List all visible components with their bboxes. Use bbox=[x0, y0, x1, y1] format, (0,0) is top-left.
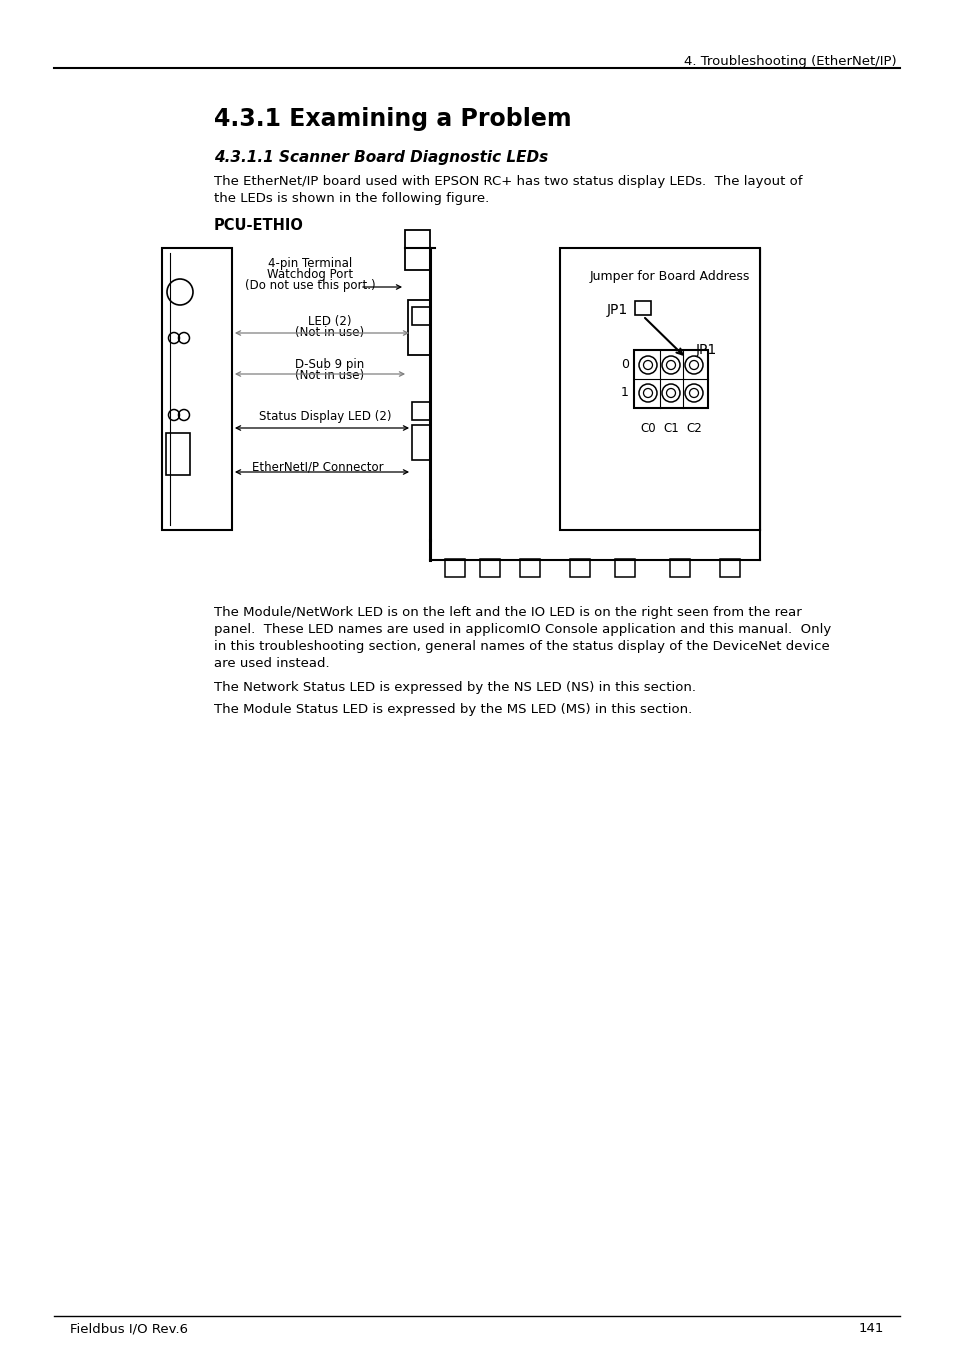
Text: The EtherNet/IP board used with EPSON RC+ has two status display LEDs.  The layo: The EtherNet/IP board used with EPSON RC… bbox=[213, 176, 801, 188]
Bar bbox=[162, 249, 232, 530]
Text: C0: C0 bbox=[639, 422, 655, 435]
Text: Status Display LED (2): Status Display LED (2) bbox=[258, 409, 391, 423]
Text: Jumper for Board Address: Jumper for Board Address bbox=[589, 270, 749, 282]
Text: are used instead.: are used instead. bbox=[213, 657, 330, 670]
Text: The Network Status LED is expressed by the NS LED (NS) in this section.: The Network Status LED is expressed by t… bbox=[213, 681, 696, 694]
Bar bbox=[615, 559, 635, 577]
Bar bbox=[408, 300, 430, 355]
Text: Watchdog Port: Watchdog Port bbox=[267, 267, 353, 281]
Text: PCU-ETHIO: PCU-ETHIO bbox=[213, 218, 304, 232]
Text: (Not in use): (Not in use) bbox=[295, 369, 364, 382]
Text: (Not in use): (Not in use) bbox=[295, 326, 364, 339]
Bar bbox=[412, 426, 430, 459]
Bar bbox=[412, 307, 430, 326]
Text: The Module/NetWork LED is on the left and the IO LED is on the right seen from t: The Module/NetWork LED is on the left an… bbox=[213, 607, 801, 619]
Bar bbox=[569, 559, 589, 577]
Bar bbox=[479, 559, 499, 577]
Text: panel.  These LED names are used in applicomIO Console application and this manu: panel. These LED names are used in appli… bbox=[213, 623, 830, 636]
Bar bbox=[444, 559, 464, 577]
Text: EtherNetI/P Connector: EtherNetI/P Connector bbox=[252, 459, 383, 473]
Bar bbox=[559, 249, 760, 530]
Text: C1: C1 bbox=[662, 422, 679, 435]
Text: 4-pin Terminal: 4-pin Terminal bbox=[268, 257, 352, 270]
Bar bbox=[635, 301, 650, 315]
Text: 4. Troubleshooting (EtherNet/IP): 4. Troubleshooting (EtherNet/IP) bbox=[683, 55, 896, 68]
Text: the LEDs is shown in the following figure.: the LEDs is shown in the following figur… bbox=[213, 192, 489, 205]
Bar bbox=[412, 403, 430, 420]
Text: 4.3.1 Examining a Problem: 4.3.1 Examining a Problem bbox=[213, 107, 571, 131]
Text: JP1: JP1 bbox=[696, 343, 717, 357]
Bar bbox=[669, 559, 689, 577]
Text: (Do not use this port.): (Do not use this port.) bbox=[244, 280, 375, 292]
Text: The Module Status LED is expressed by the MS LED (MS) in this section.: The Module Status LED is expressed by th… bbox=[213, 703, 692, 716]
Bar bbox=[519, 559, 539, 577]
Bar bbox=[405, 230, 430, 270]
Bar bbox=[166, 434, 190, 476]
Text: C2: C2 bbox=[685, 422, 701, 435]
Text: LED (2): LED (2) bbox=[308, 315, 352, 328]
Text: in this troubleshooting section, general names of the status display of the Devi: in this troubleshooting section, general… bbox=[213, 640, 829, 653]
Bar bbox=[720, 559, 740, 577]
Bar bbox=[634, 350, 707, 408]
Text: 141: 141 bbox=[858, 1323, 883, 1335]
Text: 0: 0 bbox=[620, 358, 628, 372]
Text: 1: 1 bbox=[620, 386, 628, 400]
Text: Fieldbus I/O Rev.6: Fieldbus I/O Rev.6 bbox=[70, 1323, 188, 1335]
Text: 4.3.1.1 Scanner Board Diagnostic LEDs: 4.3.1.1 Scanner Board Diagnostic LEDs bbox=[213, 150, 548, 165]
Text: JP1: JP1 bbox=[606, 303, 628, 317]
Text: D-Sub 9 pin: D-Sub 9 pin bbox=[295, 358, 364, 372]
